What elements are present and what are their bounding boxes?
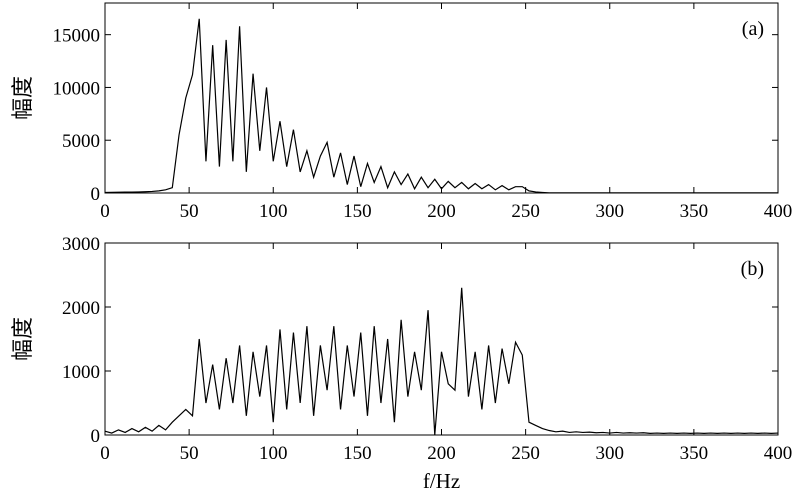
x-tick-label: 50: [180, 201, 199, 222]
y-tick-label: 10000: [53, 78, 101, 99]
x-tick-label: 400: [764, 201, 793, 222]
y-tick-label: 5000: [62, 131, 100, 152]
annotation: (b): [741, 258, 764, 280]
annotation: (a): [742, 18, 764, 40]
x-axis-label: f/Hz: [423, 469, 460, 493]
x-tick-label: 100: [259, 201, 288, 222]
plot-frame: [104, 2, 779, 194]
spectrum-line: [104, 18, 778, 194]
x-tick-label: 0: [100, 443, 110, 464]
x-tick-label: 250: [511, 443, 540, 464]
x-tick-label: 350: [680, 201, 709, 222]
spectrum-line: [104, 287, 779, 436]
x-tick-label: 300: [596, 443, 625, 464]
x-tick-label: 350: [680, 443, 709, 464]
x-tick-label: 200: [427, 443, 456, 464]
y-axis-label: 幅度: [10, 317, 35, 361]
y-tick-label: 1000: [62, 362, 100, 383]
x-tick-label: 200: [427, 201, 456, 222]
x-tick-label: 300: [596, 201, 625, 222]
x-tick-label: 150: [343, 443, 372, 464]
x-tick-label: 100: [259, 443, 288, 464]
y-tick-label: 3000: [62, 234, 100, 255]
x-tick-label: 400: [764, 443, 793, 464]
x-tick-label: 0: [100, 201, 110, 222]
plot-frame: [104, 242, 779, 436]
y-tick-label: 0: [91, 426, 101, 447]
y-tick-label: 2000: [62, 298, 100, 319]
x-tick-label: 150: [343, 201, 372, 222]
y-axis-label: 幅度: [10, 76, 35, 120]
y-tick-label: 15000: [53, 26, 101, 47]
y-tick-label: 0: [91, 184, 101, 205]
x-tick-label: 250: [511, 201, 540, 222]
x-tick-label: 50: [180, 443, 199, 464]
